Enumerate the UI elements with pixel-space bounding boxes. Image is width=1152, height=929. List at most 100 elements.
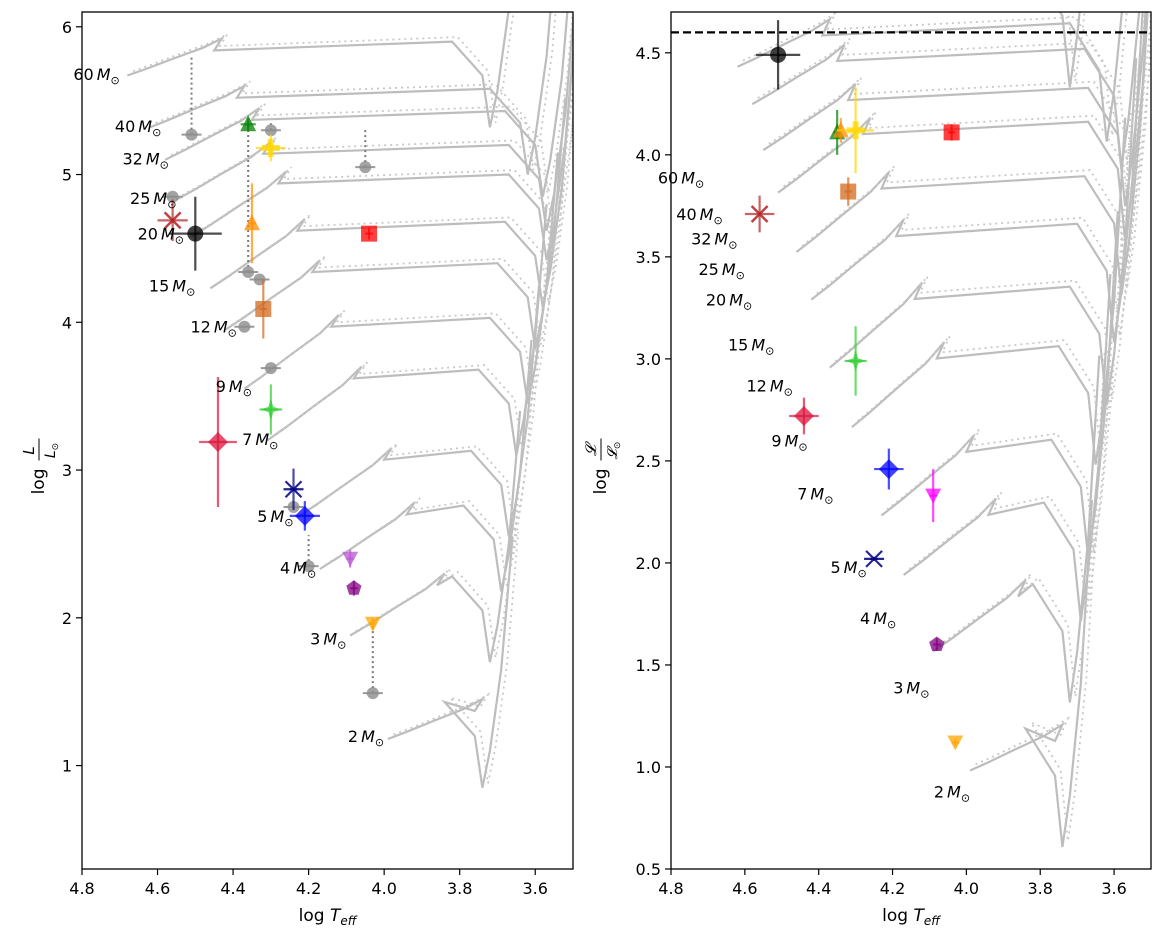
data-point-blue [289, 501, 320, 531]
grey-point [264, 124, 277, 137]
track-label-7msun: 7 M⊙ [242, 430, 278, 452]
evolution-track-3 [932, 355, 1101, 703]
y-axis-denominator: 𝓛⊙ [605, 442, 623, 460]
evolution-track-7 [266, 204, 548, 456]
track-label-20msun: 20 M⊙ [138, 225, 184, 247]
data-point-green [240, 115, 257, 132]
x-tick-label: 3.6 [1101, 879, 1126, 898]
y-axis-log: log [591, 469, 611, 495]
x-tick-label: 4.8 [69, 879, 94, 898]
data-point-gold [837, 87, 875, 174]
data-point-limegreen [844, 326, 867, 396]
marker-square [840, 183, 857, 200]
evolution-track-dotted-60 [132, 12, 515, 123]
marker-star [845, 350, 866, 372]
x-tick-label: 4.6 [145, 879, 170, 898]
marker-triangle-down [342, 551, 359, 567]
marker-circle [187, 225, 204, 242]
evolution-track-2 [969, 500, 1093, 848]
track-label-12msun: 12 M⊙ [746, 376, 792, 398]
marker-diamond [294, 505, 315, 526]
track-label-9msun: 9 M⊙ [216, 377, 252, 399]
x-tick-label: 4.0 [371, 879, 396, 898]
track-label-25msun: 25 M⊙ [130, 189, 176, 211]
grey-point [302, 560, 315, 573]
plot-area [126, 12, 573, 788]
data-point-orange2 [947, 735, 964, 751]
evolution-track-15 [795, 12, 1149, 295]
y-axis-numerator: L [20, 446, 38, 454]
track-label-60msun: 60 M⊙ [658, 168, 704, 190]
marker-plus-v [267, 138, 274, 157]
grey-point [359, 161, 372, 174]
marker-triangle [243, 214, 260, 231]
data-point-orange [243, 183, 260, 264]
data-point-black [168, 196, 222, 271]
evolution-track-dotted-25 [181, 75, 573, 227]
axes-frame [81, 11, 574, 870]
data-point-blue [874, 448, 904, 490]
marker-asterisk [864, 550, 885, 568]
evolution-track-60 [126, 12, 510, 128]
marker-triangle-down [947, 735, 964, 751]
track-label-15msun: 15 M⊙ [728, 336, 774, 358]
evolution-track-dotted-12 [816, 12, 1149, 337]
evolution-track-20 [190, 40, 573, 261]
marker-triangle-down [364, 616, 381, 632]
data-point-crimson [789, 397, 819, 435]
y-tick-label: 3 [62, 461, 72, 480]
grey-point [242, 266, 255, 279]
marker-triangle-down [925, 488, 942, 504]
marker-square [255, 300, 272, 317]
y-tick-label: 3.0 [636, 350, 661, 369]
y-tick-label: 2.5 [636, 452, 661, 471]
data-point-chocolate [255, 279, 272, 339]
y-tick-label: 1 [62, 757, 72, 776]
evolution-track-12 [810, 12, 1144, 343]
marker-square [361, 225, 378, 242]
evolution-track-32 [164, 12, 569, 197]
evolution-track-dotted-12 [230, 93, 572, 345]
data-point-chocolate [840, 177, 857, 206]
evolution-track-3 [349, 410, 522, 663]
grey-point [238, 320, 251, 333]
plot-area [671, 12, 1151, 848]
evolution-track-5 [880, 211, 1119, 559]
x-tick-label: 4.2 [296, 879, 321, 898]
y-tick-label: 4.0 [636, 146, 661, 165]
evolution-track-25 [762, 12, 1147, 207]
grey-point [185, 128, 198, 141]
y-tick-label: 1.5 [636, 656, 661, 675]
y-tick-label: 2.0 [636, 554, 661, 573]
data-point-red [943, 124, 960, 141]
y-tick-label: 3.5 [636, 248, 661, 267]
track-label-20msun: 20 M⊙ [706, 291, 752, 313]
track-label-2msun: 2 M⊙ [348, 727, 384, 749]
y-axis-denominator: L⊙ [43, 443, 61, 458]
x-tick-label: 4.4 [806, 879, 831, 898]
evolution-track-dotted-5 [302, 280, 546, 533]
evolution-track-40 [737, 12, 1123, 142]
y-axis-numerator: 𝓛 [582, 441, 600, 456]
marker-diamond [878, 459, 899, 480]
y-tick-label: 1.0 [636, 758, 661, 777]
data-point-purple [346, 580, 362, 596]
evolution-track-32 [751, 12, 1141, 168]
track-label-5msun: 5 M⊙ [830, 558, 866, 580]
evolution-track-2 [387, 536, 514, 788]
evolution-track-60 [1058, 12, 1081, 88]
y-tick-label: 4.5 [636, 44, 661, 63]
evolution-track-dotted-32 [170, 12, 573, 193]
track-label-12msun: 12 M⊙ [190, 318, 236, 340]
grey-point [166, 190, 179, 203]
evolution-track-dotted-25 [768, 12, 1151, 201]
marker-diamond [793, 406, 814, 427]
track-label-40msun: 40 M⊙ [676, 205, 722, 227]
y-tick-label: 2 [62, 609, 72, 628]
data-point-brown [157, 199, 188, 242]
left-panel: 60 M⊙40 M⊙32 M⊙25 M⊙20 M⊙15 M⊙12 M⊙9 M⊙7 M⊙5 M⊙4 M⊙… [20, 11, 574, 928]
grey-point [264, 362, 277, 375]
y-axis-log: log [29, 469, 49, 495]
evolution-track-25 [175, 12, 573, 231]
